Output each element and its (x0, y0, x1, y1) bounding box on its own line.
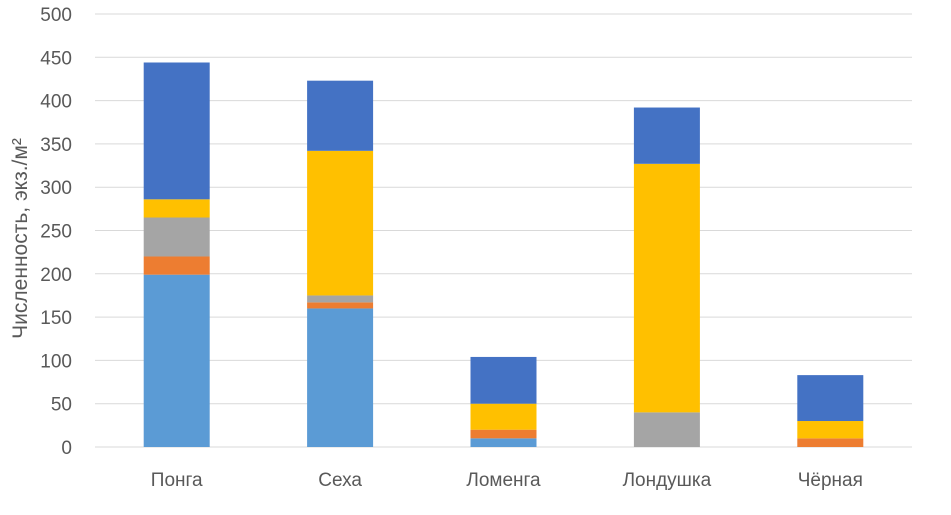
y-tick-label: 500 (40, 5, 72, 26)
x-category-label: Понга (151, 470, 203, 491)
bars (143, 62, 864, 447)
x-category-label: Сеха (318, 470, 362, 491)
bar-segment-2 (797, 438, 864, 447)
gridlines (95, 13, 912, 448)
bar-segment-3 (307, 295, 374, 303)
bar-segment-2 (470, 429, 537, 439)
x-category-label: Чёрная (798, 470, 863, 491)
y-tick-label: 50 (51, 395, 72, 416)
y-tick-label: 300 (40, 178, 72, 199)
bar-segment-4 (470, 403, 537, 430)
bar-segment-5 (143, 62, 210, 200)
bar-segment-3 (633, 412, 700, 447)
bar-segment-4 (143, 199, 210, 218)
x-axis-categories: Понга Сеха Ломенга Лондушка Чёрная (151, 470, 863, 491)
bar-segment-1 (307, 308, 374, 447)
y-tick-label: 350 (40, 135, 72, 156)
bar-segment-5 (307, 80, 374, 151)
bar-segment-4 (797, 421, 864, 439)
x-category-label: Ломенга (466, 470, 541, 491)
bar-segment-1 (143, 274, 210, 447)
bar-segment-4 (307, 150, 374, 296)
y-tick-label: 250 (40, 222, 72, 243)
bar-segment-1 (470, 438, 537, 447)
bar-segment-3 (143, 217, 210, 257)
y-tick-label: 100 (40, 351, 72, 372)
y-tick-label: 450 (40, 48, 72, 69)
y-tick-label: 400 (40, 92, 72, 113)
y-tick-label: 200 (40, 265, 72, 286)
bar-segment-2 (307, 302, 374, 309)
y-axis-ticks: 0 50 100 150 200 250 300 350 400 450 500 (40, 5, 72, 459)
x-category-label: Лондушка (623, 470, 712, 491)
y-axis-label: Численность, экз./м² (9, 138, 32, 339)
bar-segment-5 (470, 356, 537, 404)
bar-segment-5 (633, 107, 700, 164)
bar-segment-2 (143, 256, 210, 275)
y-tick-label: 150 (40, 308, 72, 329)
bar-segment-5 (797, 375, 864, 422)
y-tick-label: 0 (61, 438, 72, 459)
bar-segment-4 (633, 163, 700, 413)
